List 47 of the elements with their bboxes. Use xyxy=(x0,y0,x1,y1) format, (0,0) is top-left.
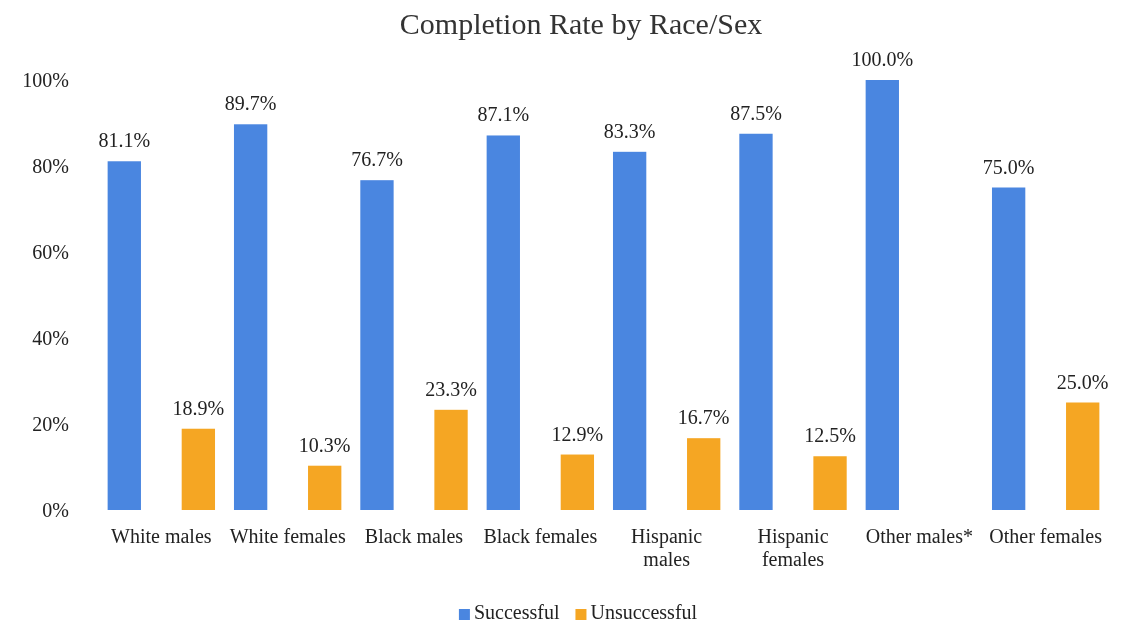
x-tick-label: Other males* xyxy=(865,525,973,547)
x-tick-label: Hispanic females xyxy=(757,525,829,570)
data-label: 25.0% xyxy=(1056,370,1109,393)
bar xyxy=(107,161,141,510)
bar xyxy=(486,135,520,510)
x-tick-label: White males xyxy=(111,525,212,547)
y-tick-label: 100% xyxy=(22,68,69,91)
bar xyxy=(687,438,721,510)
y-tick-label: 60% xyxy=(32,240,69,263)
legend-label: Unsuccessful xyxy=(590,601,698,623)
bar xyxy=(865,80,899,510)
bar xyxy=(560,454,595,510)
data-label: 18.9% xyxy=(172,396,225,419)
bar xyxy=(233,124,268,510)
x-tick-label: Hispanic males xyxy=(631,525,703,570)
data-label: 87.1% xyxy=(477,103,530,126)
bar xyxy=(181,428,216,510)
data-label: 16.7% xyxy=(677,406,730,429)
x-tick-label: Black males xyxy=(364,525,464,547)
bar xyxy=(360,180,394,510)
bar xyxy=(739,133,773,510)
bar xyxy=(434,409,468,510)
x-tick-label: Other females xyxy=(989,525,1103,547)
data-label: 87.5% xyxy=(730,101,782,124)
legend-label: Successful xyxy=(473,601,560,623)
bar xyxy=(612,151,647,510)
data-label: 10.3% xyxy=(298,433,351,456)
data-label: 89.7% xyxy=(224,92,277,115)
bar xyxy=(308,465,342,510)
bar xyxy=(1066,402,1100,510)
bar xyxy=(991,187,1026,510)
x-tick-label: White females xyxy=(229,525,346,547)
bar xyxy=(813,456,847,510)
y-tick-label: 0% xyxy=(42,498,69,521)
data-label: 83.3% xyxy=(603,119,656,142)
data-label: 12.5% xyxy=(804,424,856,447)
y-tick-label: 80% xyxy=(32,154,69,177)
x-tick-label: Black females xyxy=(483,525,598,547)
data-label: 76.7% xyxy=(351,148,403,171)
data-label: 23.3% xyxy=(425,377,477,400)
data-label: 75.0% xyxy=(982,155,1035,178)
data-label: 12.9% xyxy=(551,422,604,445)
data-label: 81.1% xyxy=(98,129,151,152)
data-label: 100.0% xyxy=(851,48,914,70)
chart-title: Completion Rate by Race/Sex xyxy=(399,7,763,40)
y-tick-label: 20% xyxy=(32,412,69,435)
y-tick-label: 40% xyxy=(32,326,69,349)
